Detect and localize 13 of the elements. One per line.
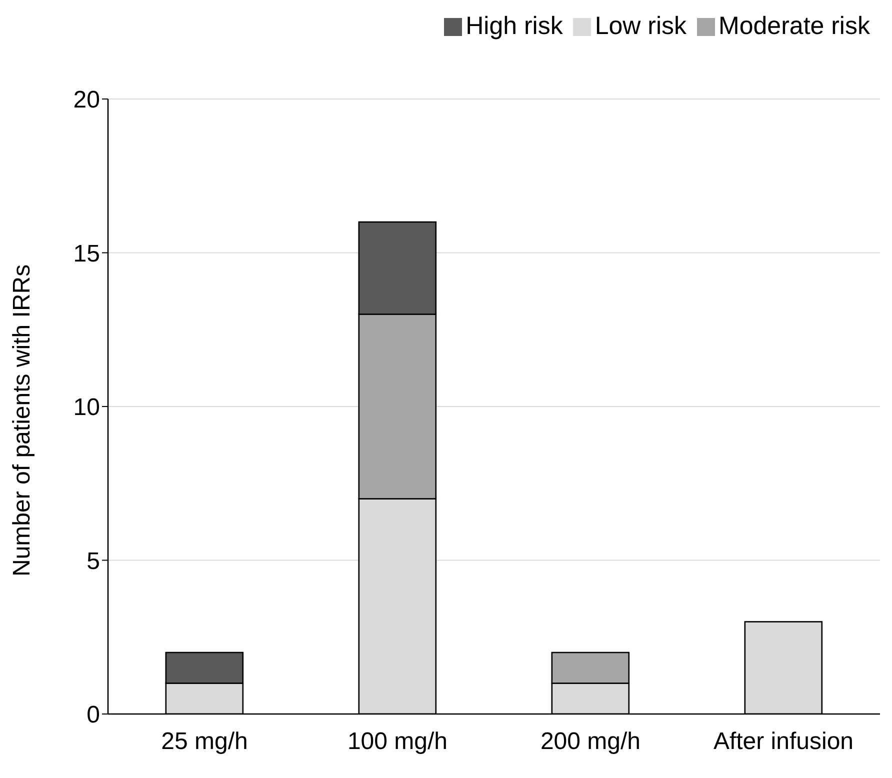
y-tick-label: 20 <box>73 86 100 114</box>
x-tick-label: After infusion <box>713 728 854 756</box>
y-tick-label: 0 <box>86 702 100 729</box>
y-tick-label: 5 <box>86 548 100 575</box>
x-tick-label: 100 mg/h <box>347 728 448 756</box>
legend-label: Moderate risk <box>718 12 870 40</box>
y-tick-label: 15 <box>73 240 100 268</box>
y-tick-label: 10 <box>73 394 100 422</box>
x-tick-label: 25 mg/h <box>161 728 248 756</box>
legend-label: High risk <box>466 12 563 40</box>
legend-label: Low risk <box>594 12 687 40</box>
x-tick-label: 200 mg/h <box>540 728 641 756</box>
y-axis-title: Number of patients with IRRs <box>8 264 36 576</box>
